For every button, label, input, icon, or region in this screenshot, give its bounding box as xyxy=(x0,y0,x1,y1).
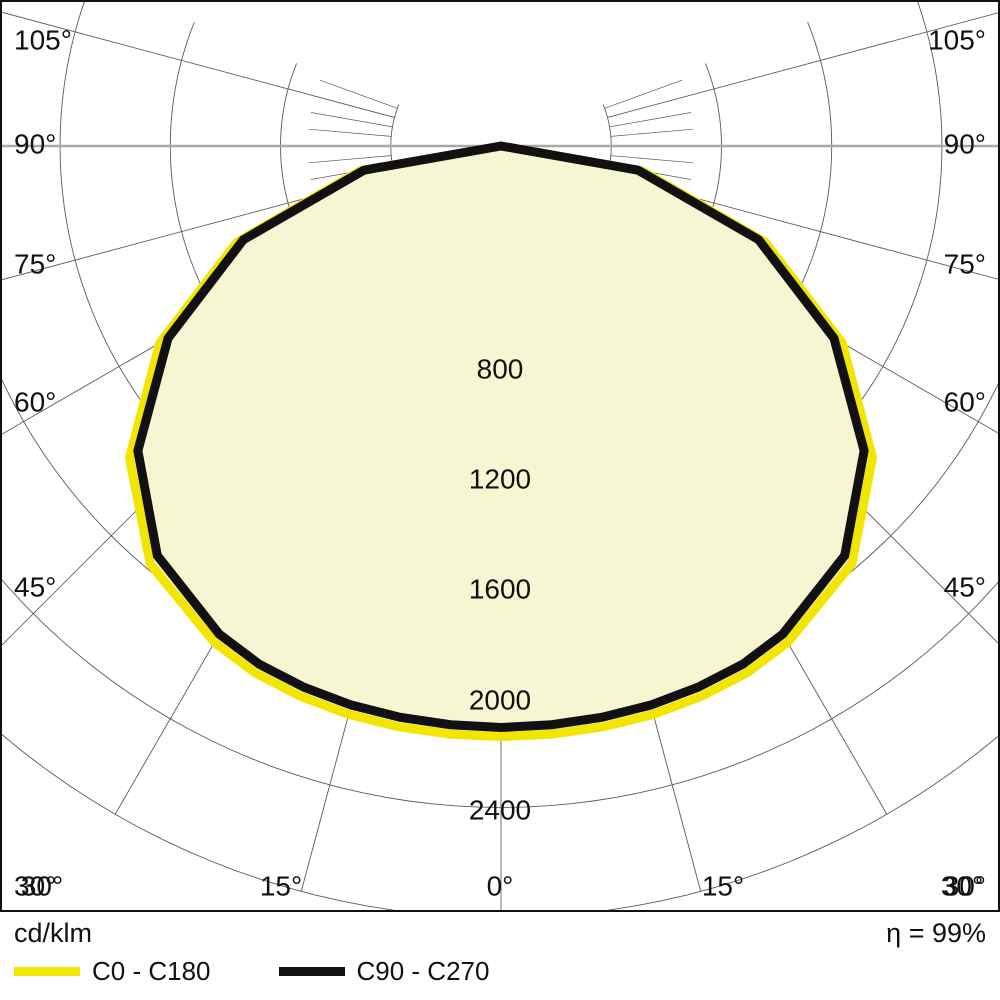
svg-text:105°: 105° xyxy=(928,24,986,55)
svg-text:45°: 45° xyxy=(14,571,56,602)
angle-tick-labels: 105°90°75°60°45°30°105°90°75°60°45°30°30… xyxy=(14,24,986,901)
svg-text:30°: 30° xyxy=(941,870,983,901)
legend-swatch-c90-c270 xyxy=(278,967,345,976)
svg-text:90°: 90° xyxy=(14,128,56,159)
svg-text:2000: 2000 xyxy=(469,684,531,715)
polar-plot-frame: 800 1200 1600 2000 2400 105° 90° 75° 60° 45° 30° 1… xyxy=(0,0,1000,912)
svg-text:30°: 30° xyxy=(944,870,986,901)
svg-text:90°: 90° xyxy=(944,128,986,159)
legend-area: cd/klm η = 99% C0 - C180 C90 - C270 xyxy=(0,912,1000,1000)
svg-text:1200: 1200 xyxy=(469,463,531,494)
svg-text:15°: 15° xyxy=(260,870,302,901)
plot-border xyxy=(0,0,1000,912)
svg-text:60°: 60° xyxy=(944,386,986,417)
legend-swatch-c0-c180 xyxy=(14,967,80,976)
svg-text:1600: 1600 xyxy=(469,573,531,604)
legend-label-c0-c180: C0 - C180 xyxy=(92,956,211,986)
legend-row: C0 - C180 C90 - C270 xyxy=(14,956,489,987)
svg-text:0°: 0° xyxy=(487,870,514,901)
units-label: cd/klm xyxy=(14,918,93,948)
polar-plot-canvas: 800 1200 1600 2000 2400 105° 90° 75° 60° 45° 30° 1… xyxy=(0,0,1000,912)
legend-item-c0-c180: C0 - C180 xyxy=(14,956,211,987)
curve-c90-c270 xyxy=(133,141,869,733)
svg-text:105°: 105° xyxy=(14,24,72,55)
svg-text:75°: 75° xyxy=(14,248,56,279)
legend-item-c90-c270: C90 - C270 xyxy=(278,956,490,987)
svg-text:45°: 45° xyxy=(944,571,986,602)
svg-text:15°: 15° xyxy=(702,870,744,901)
curve-c0-c180 xyxy=(124,141,878,742)
svg-text:30°: 30° xyxy=(14,870,56,901)
radial-tick-labels: 800 1200 1600 2000 2400 xyxy=(469,353,531,825)
svg-text:800: 800 xyxy=(477,353,524,384)
legend-label-c90-c270: C90 - C270 xyxy=(356,956,490,986)
efficiency-label: η = 99% xyxy=(886,918,986,948)
svg-text:30°: 30° xyxy=(21,870,63,901)
svg-text:60°: 60° xyxy=(14,386,56,417)
svg-text:75°: 75° xyxy=(944,248,986,279)
svg-text:2400: 2400 xyxy=(469,794,531,825)
